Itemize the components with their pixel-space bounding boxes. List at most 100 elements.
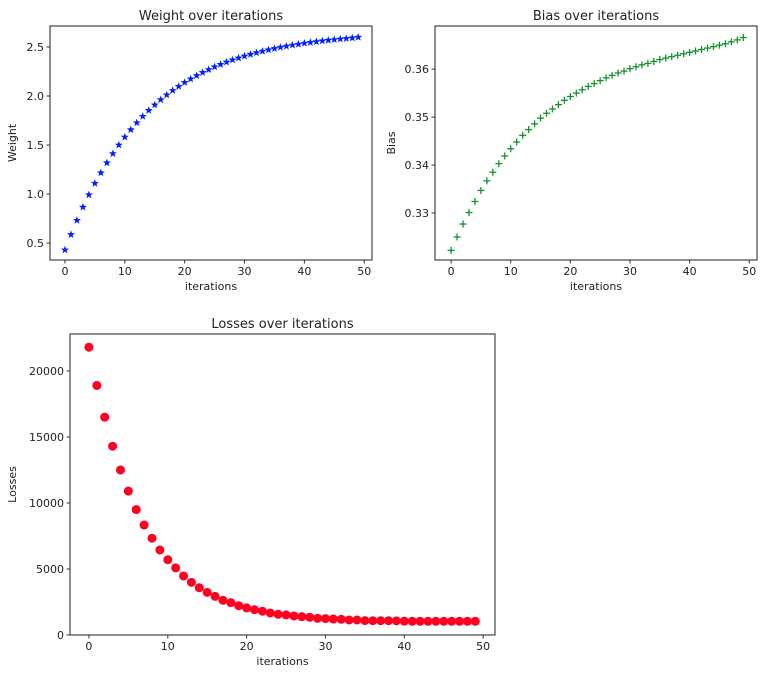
plot-area <box>69 333 496 636</box>
data-point-star <box>144 106 153 114</box>
data-point-plus <box>590 80 598 88</box>
data-point-star <box>234 53 243 62</box>
x-tick-label: 50 <box>742 265 756 278</box>
data-point-circle <box>218 595 228 605</box>
data-point-plus <box>489 168 497 176</box>
data-point-star <box>252 48 261 57</box>
data-point-star <box>150 100 159 109</box>
data-point-star <box>102 158 111 167</box>
data-point-plus <box>704 44 712 52</box>
x-tick-label: 0 <box>448 265 455 278</box>
data-point-plus <box>620 67 628 75</box>
chart-title: Bias over iterations <box>533 9 659 24</box>
data-point-plus <box>548 105 556 113</box>
data-point-plus <box>739 34 747 42</box>
x-axis-label: iterations <box>185 280 237 293</box>
x-axis-label: iterations <box>570 280 622 293</box>
data-point-plus <box>501 152 509 160</box>
data-point-circle <box>336 614 346 624</box>
data-point-plus <box>477 186 485 194</box>
data-point-star <box>330 35 339 44</box>
data-point-star <box>126 125 135 134</box>
data-point-plus <box>471 198 479 205</box>
data-point-plus <box>513 138 521 146</box>
x-tick-label: 20 <box>178 265 192 278</box>
data-point-circle <box>171 563 181 573</box>
data-point-star <box>342 34 351 42</box>
data-point-plus <box>656 56 664 64</box>
data-point-star <box>90 179 99 187</box>
y-tick-label: 0.36 <box>405 63 430 76</box>
data-point-plus <box>596 77 604 85</box>
data-point-plus <box>632 63 640 71</box>
data-point-star <box>192 71 201 79</box>
data-point-plus <box>602 74 610 82</box>
data-point-star <box>240 51 249 60</box>
x-tick-label: 0 <box>85 640 92 653</box>
data-point-plus <box>483 177 491 185</box>
data-point-star <box>162 90 171 99</box>
x-tick-label: 20 <box>563 265 577 278</box>
data-point-star <box>270 44 279 52</box>
plot-area <box>434 25 758 261</box>
data-point-circle <box>257 606 267 616</box>
x-tick-label: 10 <box>161 640 175 653</box>
y-tick-label: 0.34 <box>405 159 430 172</box>
x-tick-label: 40 <box>297 265 311 278</box>
data-point-circle <box>399 616 409 626</box>
y-tick-label: 5000 <box>36 563 64 576</box>
data-point-circle <box>202 587 212 597</box>
x-tick-label: 50 <box>476 640 490 653</box>
data-point-star <box>114 140 123 149</box>
data-point-star <box>222 57 231 66</box>
y-tick-label: 0 <box>57 629 64 642</box>
data-point-plus <box>709 43 717 51</box>
data-point-plus <box>644 59 652 67</box>
data-point-circle <box>123 486 133 496</box>
data-point-star <box>96 168 105 177</box>
data-point-circle <box>320 614 330 624</box>
data-point-star <box>288 40 297 49</box>
data-point-plus <box>519 131 527 139</box>
y-tick-label: 20000 <box>29 365 64 378</box>
data-point-plus <box>727 38 735 46</box>
data-point-plus <box>686 48 694 56</box>
data-point-circle <box>147 533 157 543</box>
data-point-star <box>138 112 147 120</box>
x-tick-label: 30 <box>238 265 252 278</box>
data-point-star <box>156 95 165 104</box>
data-point-plus <box>525 126 533 134</box>
data-point-circle <box>194 583 204 593</box>
data-point-plus <box>560 96 568 104</box>
data-point-star <box>294 40 303 48</box>
data-point-star <box>306 38 315 46</box>
data-point-circle <box>242 603 252 613</box>
data-point-circle <box>368 616 378 626</box>
y-tick-label: 10000 <box>29 497 64 510</box>
data-point-plus <box>733 36 741 44</box>
data-point-star <box>324 36 333 44</box>
data-point-circle <box>84 342 94 352</box>
y-tick-label: 1.5 <box>27 139 45 152</box>
data-point-star <box>300 39 309 47</box>
data-point-circle <box>210 591 220 601</box>
data-point-star <box>318 36 327 45</box>
data-point-star <box>204 65 213 74</box>
data-point-plus <box>453 233 461 241</box>
x-tick-label: 30 <box>623 265 637 278</box>
data-point-plus <box>495 160 503 168</box>
data-point-plus <box>537 114 545 122</box>
data-point-circle <box>470 616 480 626</box>
data-point-star <box>78 202 87 211</box>
data-point-star <box>276 43 285 51</box>
y-tick-label: 1.0 <box>27 188 45 201</box>
data-point-star <box>282 41 291 50</box>
data-point-circle <box>439 616 449 626</box>
data-point-circle <box>226 598 236 608</box>
y-tick-label: 15000 <box>29 431 64 444</box>
data-point-plus <box>614 69 622 77</box>
data-point-plus <box>507 145 515 153</box>
data-point-plus <box>692 47 700 55</box>
data-point-circle <box>360 616 370 626</box>
data-point-plus <box>578 86 586 94</box>
